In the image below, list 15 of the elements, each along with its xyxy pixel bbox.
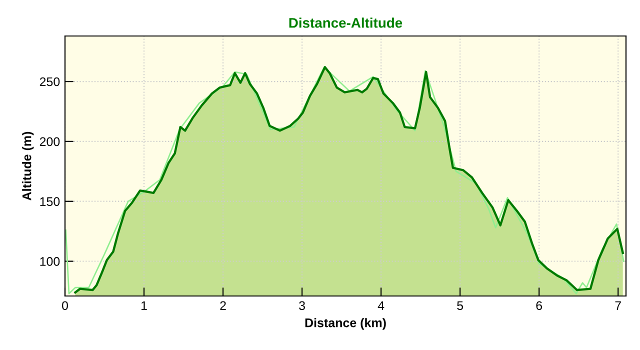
y-axis-title: Altitude (m) <box>22 132 34 200</box>
y-tick-label: 100 <box>40 257 60 266</box>
x-tick-label: 3 <box>299 301 305 310</box>
x-tick-label: 7 <box>615 301 621 310</box>
x-tick-label: 1 <box>141 301 147 310</box>
x-tick-label: 5 <box>457 301 464 310</box>
x-axis-title: Distance (km) <box>305 318 386 330</box>
x-tick-label: 6 <box>536 301 542 310</box>
y-tick-label: 200 <box>40 137 60 146</box>
chart-title: Distance-Altitude <box>289 18 402 28</box>
x-tick-label: 4 <box>378 301 384 310</box>
x-tick-label: 2 <box>220 301 226 310</box>
y-tick-label: 250 <box>40 77 60 86</box>
x-tick-label: 0 <box>62 301 68 310</box>
y-tick-label: 150 <box>40 197 60 206</box>
